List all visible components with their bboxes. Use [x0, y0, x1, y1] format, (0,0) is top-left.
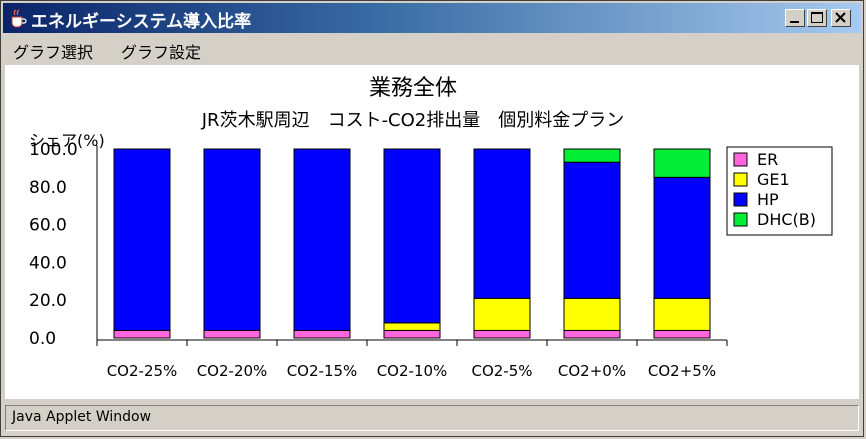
window-title: エネルギーシステム導入比率 — [31, 12, 252, 32]
bar-segment-hp-6 — [563, 161, 621, 299]
bar-segment-ge1-7 — [653, 297, 711, 331]
x-tick-label: CO2-10% — [377, 362, 448, 380]
x-tick-label: CO2-20% — [197, 362, 268, 380]
bar-segment-ge1-6 — [563, 297, 621, 331]
menu-bar: グラフ選択 グラフ設定 — [3, 35, 861, 63]
bar-segment-er-1 — [113, 329, 171, 339]
x-tick-label: CO2+5% — [648, 362, 716, 380]
legend-swatch-dhcb — [733, 212, 748, 227]
bar-segment-hp-4 — [383, 148, 441, 324]
legend-label: DHC(B) — [757, 210, 816, 229]
chart-title: 業務全体 — [369, 76, 457, 101]
x-tick-label: CO2-5% — [471, 362, 532, 380]
minimize-icon — [790, 21, 799, 23]
minimize-button[interactable] — [785, 9, 805, 27]
maximize-icon — [811, 12, 823, 23]
bar-segment-ge1-4 — [383, 322, 441, 331]
y-tick-label: 20.0 — [29, 291, 67, 311]
bar-segment-hp-7 — [653, 176, 711, 299]
legend-swatch-hp — [733, 192, 748, 207]
y-tick-label: 100.0 — [29, 140, 78, 160]
bar-segment-hp-5 — [473, 148, 531, 299]
bar-segment-er-6 — [563, 329, 621, 339]
legend-swatch-er — [733, 152, 748, 167]
title-bar[interactable]: エネルギーシステム導入比率 — [3, 3, 861, 33]
legend-label: ER — [757, 150, 778, 169]
close-icon — [835, 12, 846, 23]
status-text: Java Applet Window — [12, 409, 152, 425]
y-axis-label: シェア(%) — [29, 131, 105, 150]
bar-segment-hp-2 — [203, 148, 261, 331]
bar-segment-er-3 — [293, 329, 351, 339]
x-tick-label: CO2+0% — [558, 362, 626, 380]
stacked-bar-chart: 業務全体 JR茨木駅周辺 コスト-CO2排出量 個別料金プラン シェア(%) 1… — [29, 76, 833, 380]
bar-segment-hp-3 — [293, 148, 351, 331]
x-tick-label: CO2-25% — [107, 362, 178, 380]
y-tick-label: 0.0 — [29, 329, 56, 349]
bar-segment-dhcb-7 — [653, 148, 711, 178]
java-cup-icon — [11, 9, 27, 28]
bar-segment-er-4 — [383, 329, 441, 339]
bar-segment-er-5 — [473, 329, 531, 339]
y-tick-label: 60.0 — [29, 216, 67, 236]
legend-swatch-ge1 — [733, 172, 748, 187]
x-tick-label: CO2-15% — [287, 362, 358, 380]
bar-segment-ge1-5 — [473, 297, 531, 331]
bar-segment-dhcb-6 — [563, 148, 621, 163]
bar-segment-er-7 — [653, 329, 711, 339]
legend-label: HP — [757, 190, 779, 209]
chart-subtitle: JR茨木駅周辺 コスト-CO2排出量 個別料金プラン — [201, 110, 625, 131]
legend-label: GE1 — [757, 170, 790, 189]
chart-area: 業務全体 JR茨木駅周辺 コスト-CO2排出量 個別料金プラン シェア(%) 1… — [5, 65, 859, 399]
menu-graph-settings[interactable]: グラフ設定 — [121, 43, 202, 62]
maximize-button[interactable] — [807, 9, 827, 27]
bar-segment-hp-1 — [113, 148, 171, 331]
menu-graph-select[interactable]: グラフ選択 — [13, 43, 94, 62]
status-bar: Java Applet Window — [5, 405, 859, 431]
bar-segment-er-2 — [203, 329, 261, 339]
y-tick-label: 40.0 — [29, 253, 67, 273]
close-button[interactable] — [831, 9, 851, 27]
y-tick-label: 80.0 — [29, 178, 67, 198]
